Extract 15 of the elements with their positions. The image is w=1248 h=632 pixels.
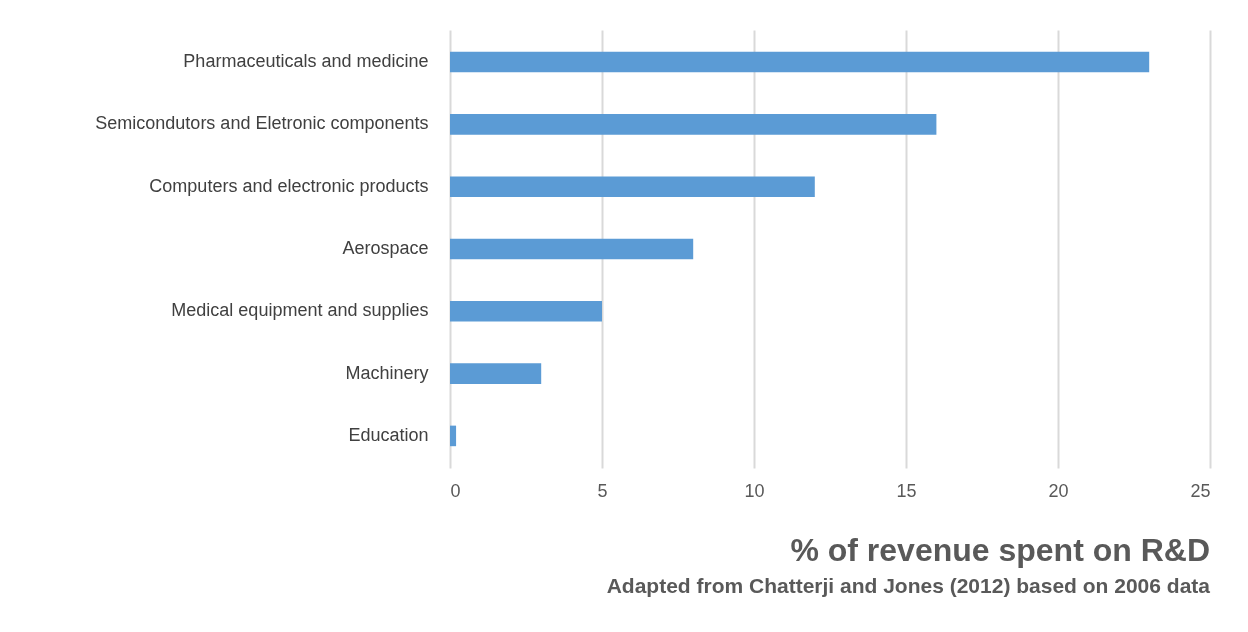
x-tick-label: 5 [597, 480, 608, 501]
x-tick-label: 10 [744, 480, 765, 501]
y-tick-label: Education [348, 424, 429, 445]
x-tick-label: 25 [1190, 480, 1211, 501]
text: % of revenue spent on R&D [790, 532, 1210, 568]
y-tick-label: Medical equipment and supplies [171, 300, 429, 321]
y-tick-label: Pharmaceuticals and medicine [183, 51, 429, 72]
x-tick-label: 20 [1048, 480, 1069, 501]
y-tick-label: Semicondutors and Eletronic components [95, 113, 429, 134]
y-tick-label: Computers and electronic products [149, 175, 429, 196]
text: Adapted from Chatterji and Jones (2012) based on 2006 data [606, 574, 1211, 597]
x-tick-label: 0 [450, 480, 461, 501]
y-tick-label: Machinery [345, 362, 429, 383]
y-tick-label: Aerospace [342, 238, 429, 258]
x-tick-label: 15 [896, 480, 917, 501]
